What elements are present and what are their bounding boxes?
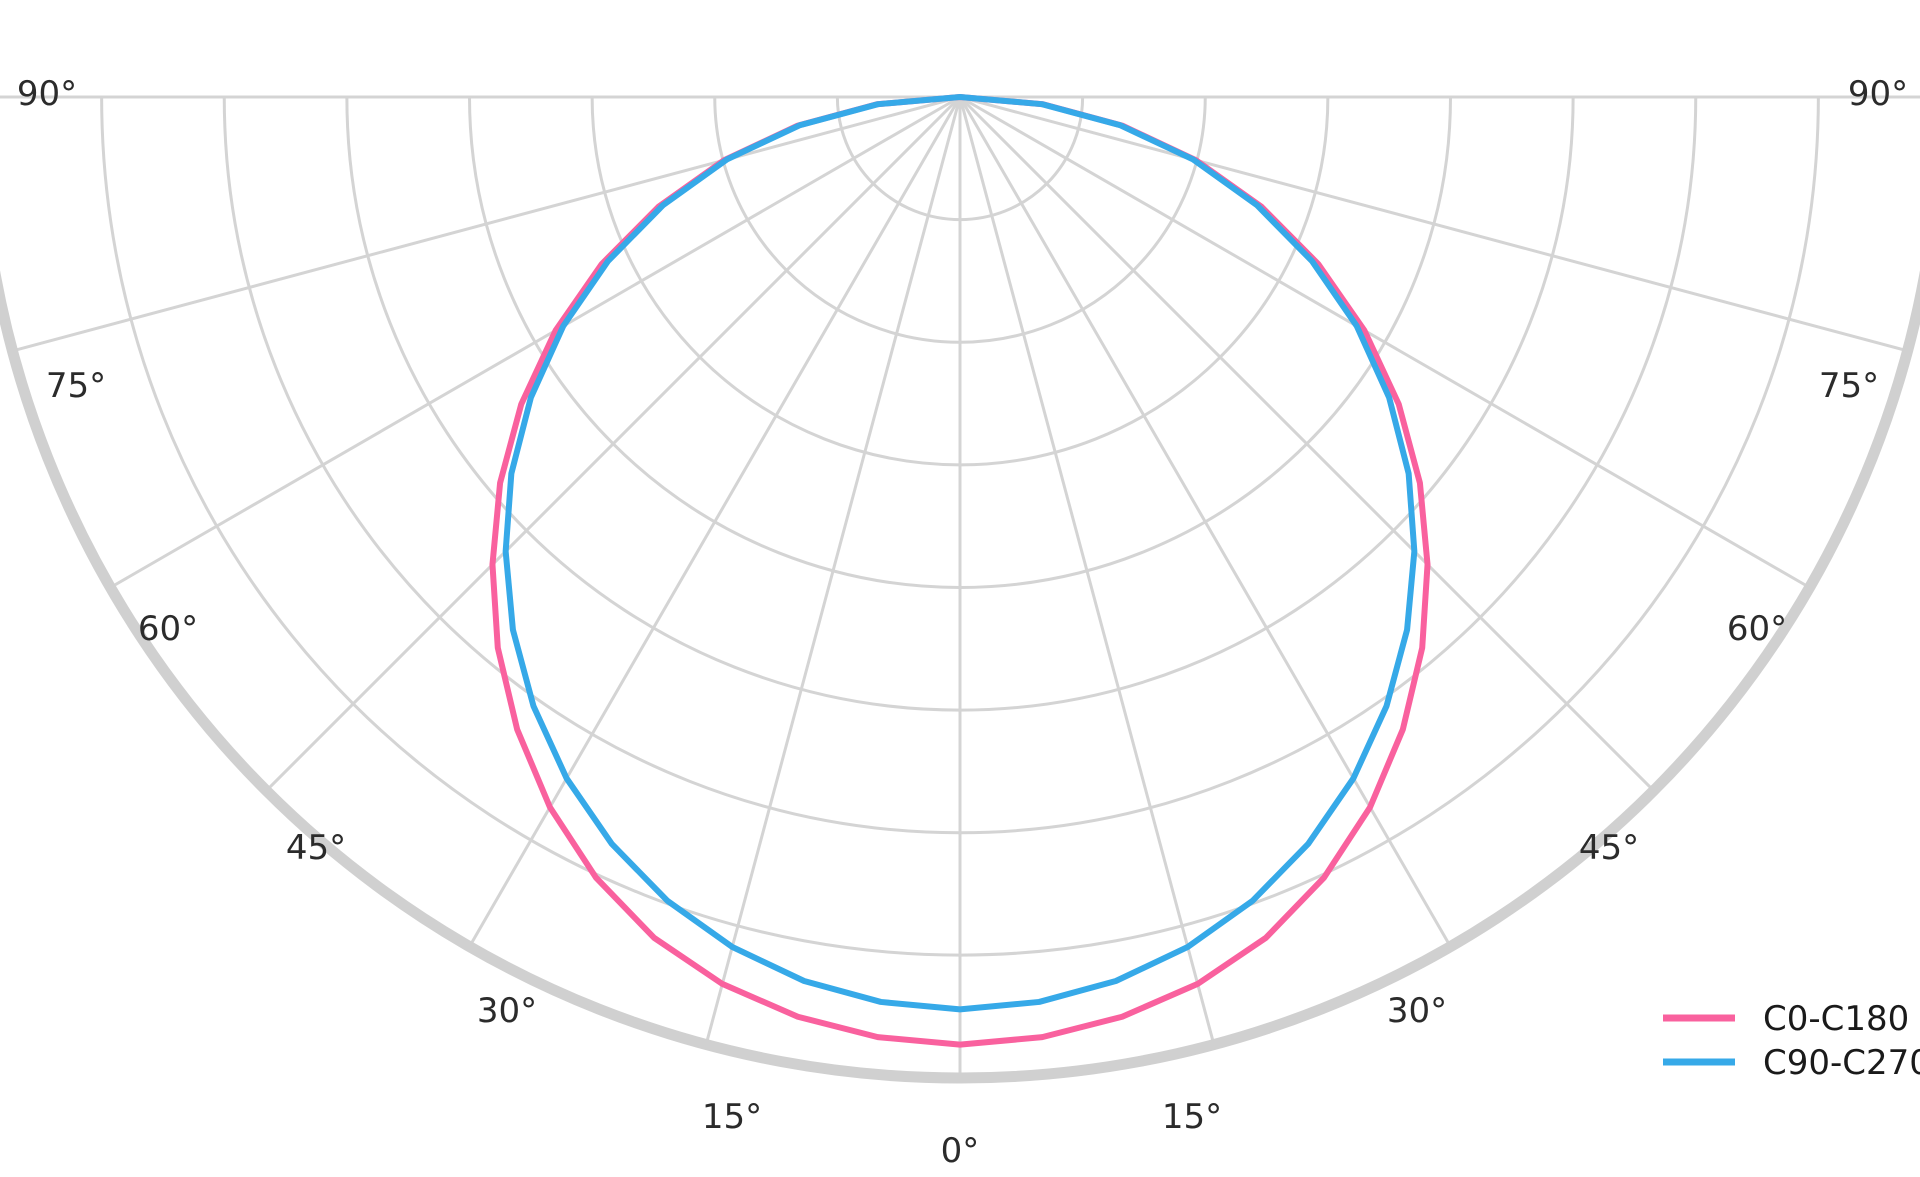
angle-tick-label-11: 75°	[1819, 366, 1879, 406]
series-curves	[489, 94, 1431, 1048]
angle-tick-label-10: 60°	[1727, 609, 1787, 649]
outer-boundary-arc	[0, 269, 1920, 1084]
angle-tick-labels: 90° 75° 60° 45° 30° 15° 0° 15° 30° 45° 60° 75° 90°	[17, 74, 1908, 1171]
angle-tick-label-2: 60°	[138, 609, 198, 649]
grid-radial-45deg	[264, 95, 962, 793]
grid-radial-30deg	[468, 95, 962, 949]
angle-tick-label-6: 0°	[941, 1131, 980, 1171]
angle-tick-label-8: 30°	[1387, 991, 1447, 1031]
angle-tick-label-7: 15°	[1162, 1097, 1222, 1137]
legend-label-0[interactable]: C0-C180	[1763, 999, 1909, 1039]
grid-radial-75deg	[958, 95, 1910, 353]
grid-radial-60deg	[108, 95, 962, 589]
series-curve-c0-c180	[489, 94, 1431, 1048]
angle-tick-label-1: 75°	[46, 366, 106, 406]
angle-tick-label-12: 90°	[1848, 74, 1908, 114]
grid-radial-45deg	[958, 95, 1656, 793]
outer-boundary-path	[0, 269, 1920, 1084]
angle-tick-label-5: 15°	[702, 1097, 762, 1137]
legend-label-1[interactable]: C90-C270	[1763, 1043, 1920, 1083]
grid-radials	[0, 95, 1920, 1080]
grid-radial-15deg	[958, 95, 1216, 1047]
grid-radial-30deg	[958, 95, 1452, 949]
series-curve-c90-c270	[502, 94, 1418, 1013]
grid-radial-60deg	[958, 95, 1812, 589]
angle-tick-label-0: 90°	[17, 74, 77, 114]
angle-tick-label-4: 30°	[477, 991, 537, 1031]
angle-tick-label-9: 45°	[1579, 828, 1639, 868]
grid-radial-15deg	[704, 95, 962, 1047]
grid-radial-75deg	[10, 95, 962, 353]
angle-tick-label-3: 45°	[286, 828, 346, 868]
